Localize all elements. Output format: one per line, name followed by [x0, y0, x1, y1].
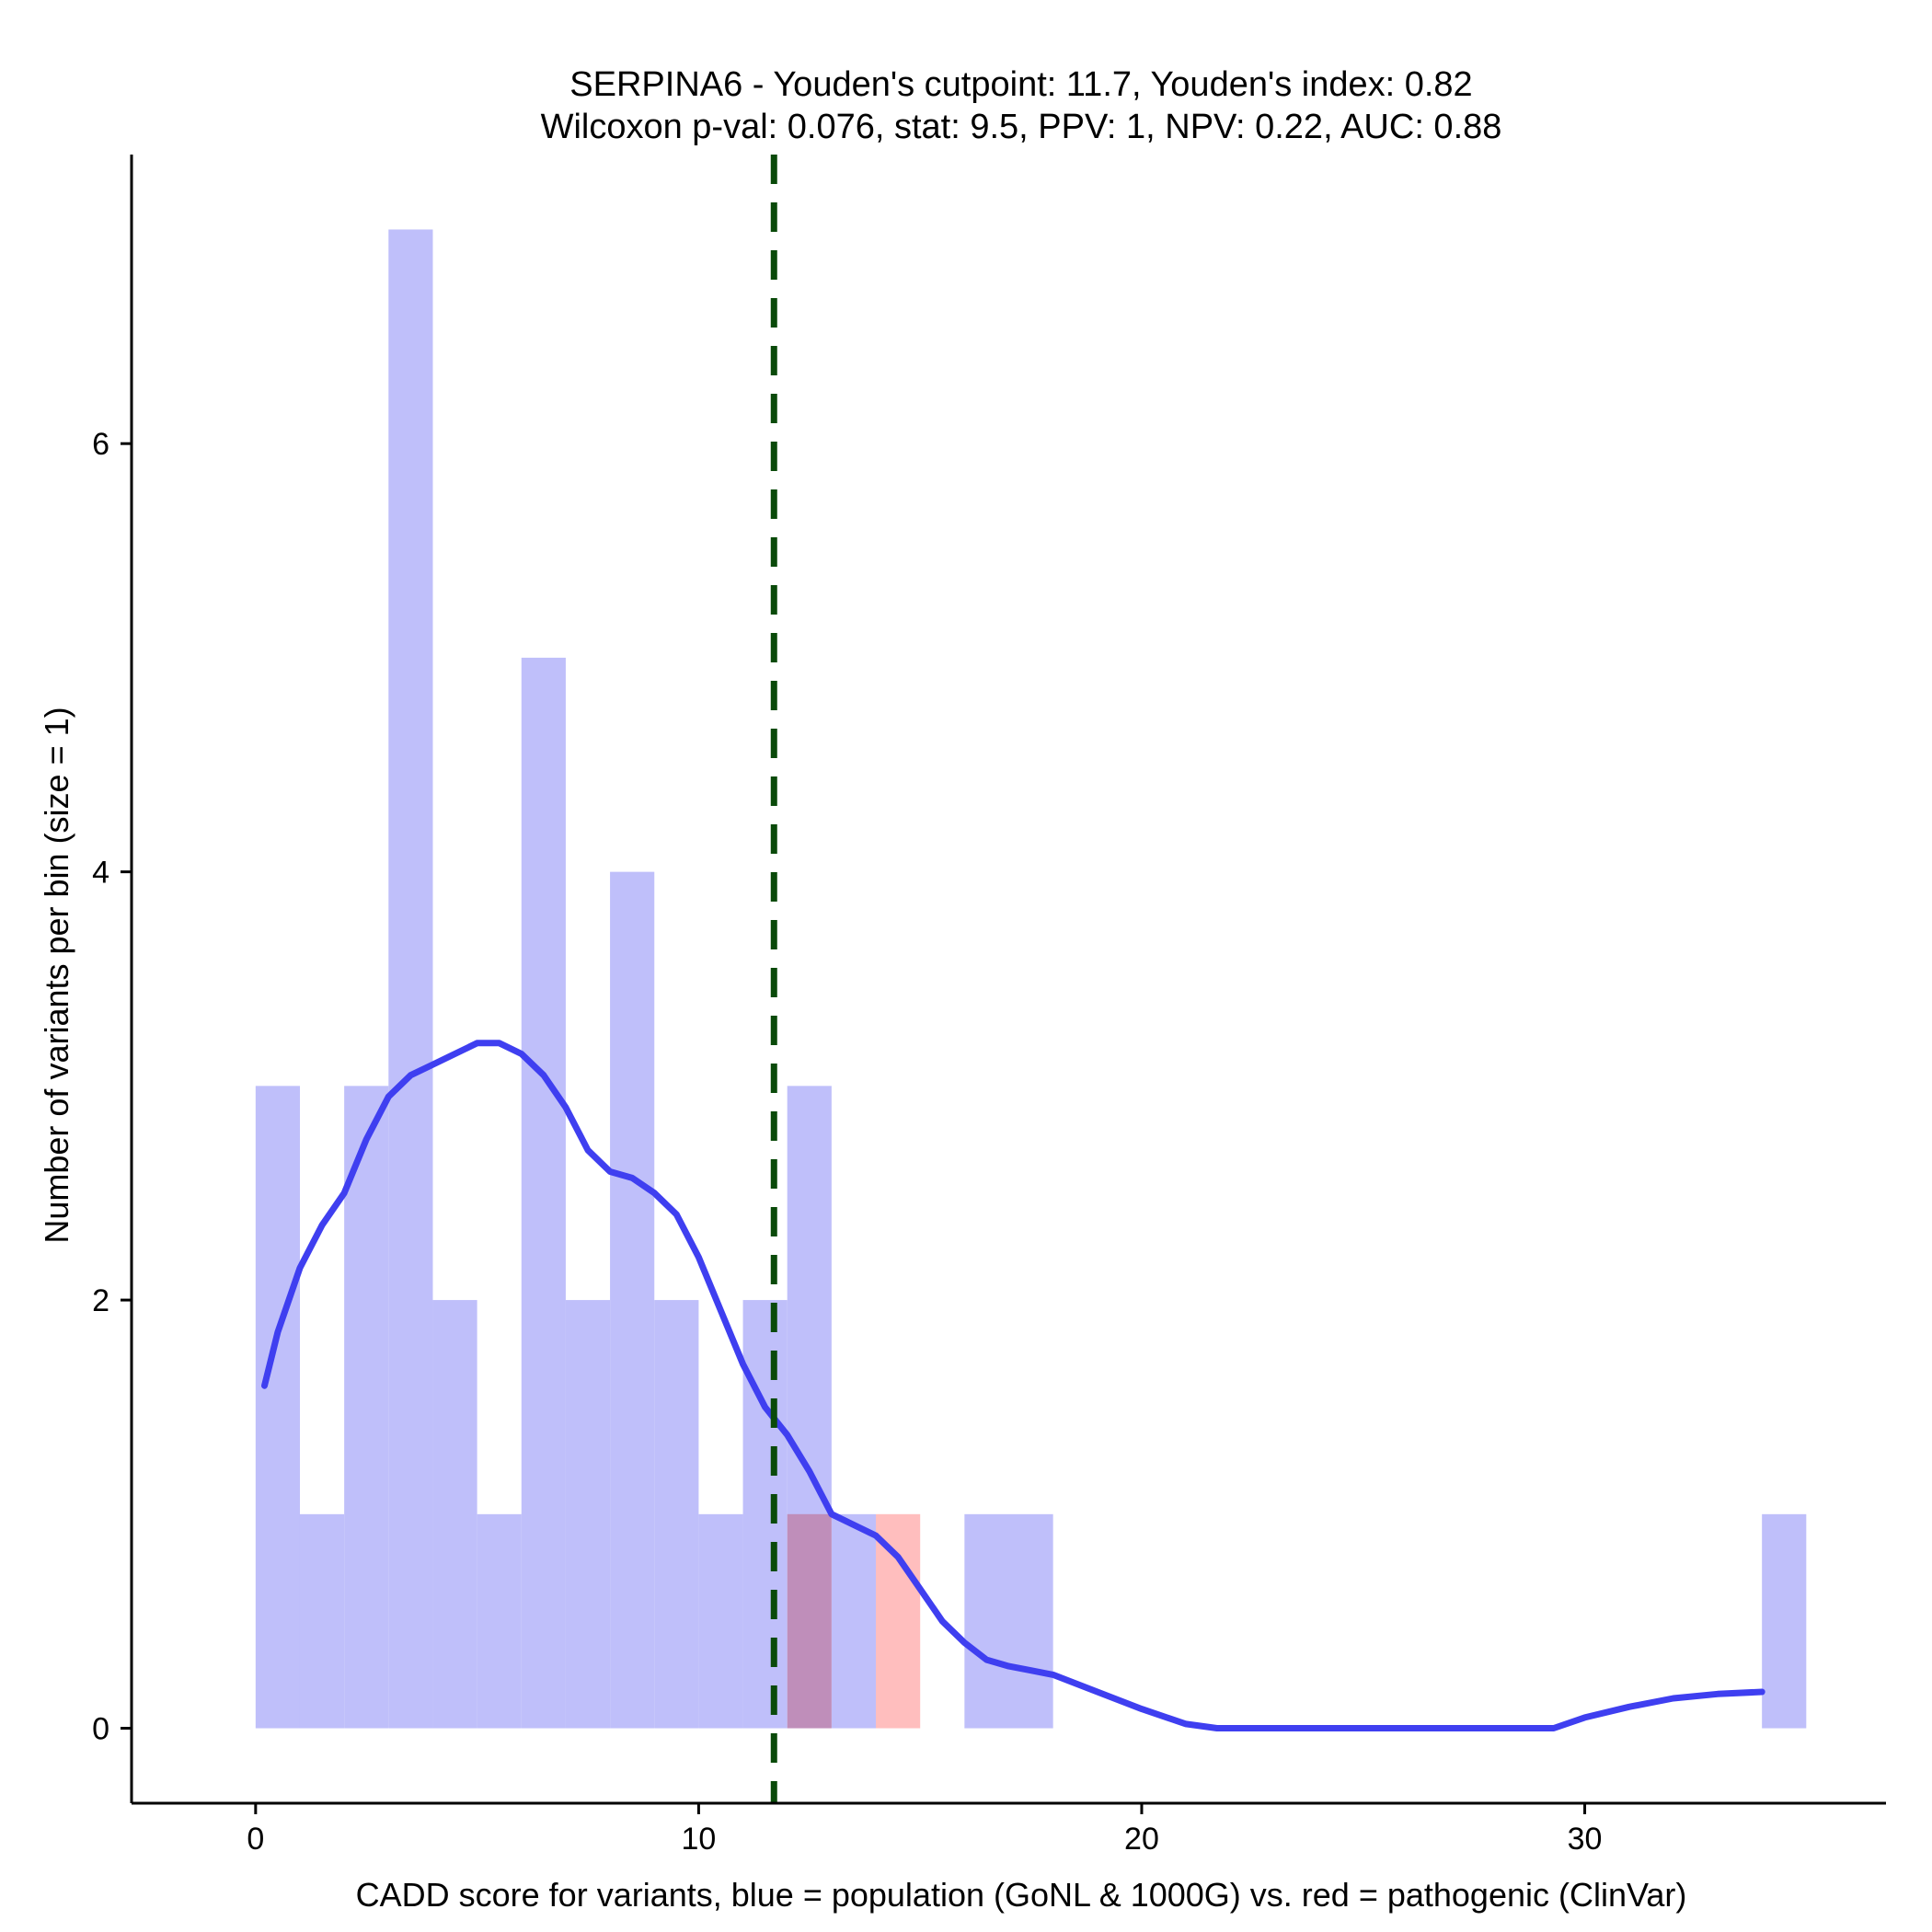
population-bar — [964, 1513, 1009, 1729]
pathogenic-bar — [876, 1513, 921, 1729]
population-bar — [344, 1086, 389, 1729]
x-axis-label: CADD score for variants, blue = populati… — [356, 1876, 1687, 1914]
y-tick-label: 6 — [92, 427, 109, 462]
y-ticks: 0 2 4 6 — [92, 427, 132, 1747]
population-bar — [1762, 1513, 1807, 1729]
population-bar — [831, 1513, 877, 1729]
population-bar — [432, 1300, 477, 1729]
population-bar — [565, 1300, 611, 1729]
population-bar — [698, 1513, 743, 1729]
population-bar — [255, 1086, 300, 1729]
x-tick-label: 10 — [681, 1822, 716, 1857]
population-bar — [477, 1513, 522, 1729]
x-tick-label: 0 — [247, 1822, 264, 1857]
y-tick-label: 4 — [92, 856, 109, 891]
population-bar — [299, 1513, 345, 1729]
population-bar — [742, 1300, 788, 1729]
pathogenic-bar — [787, 1513, 832, 1729]
population-bar — [1008, 1513, 1053, 1729]
x-tick-label: 30 — [1568, 1822, 1603, 1857]
population-bar — [388, 229, 433, 1729]
y-tick-label: 2 — [92, 1283, 109, 1318]
population-bar — [610, 871, 655, 1729]
x-ticks: 0 10 20 30 — [247, 1803, 1602, 1857]
population-bar — [654, 1300, 699, 1729]
density-curve — [261, 1040, 1765, 1731]
y-tick-label: 0 — [92, 1712, 109, 1747]
chart-title-line2: Wilcoxon p-val: 0.076, stat: 9.5, PPV: 1… — [541, 108, 1502, 146]
chart-title-line1: SERPINA6 - Youden's cutpoint: 11.7, Youd… — [569, 65, 1472, 104]
population-bar — [521, 657, 566, 1729]
population-bars — [255, 229, 1807, 1729]
x-tick-label: 20 — [1124, 1822, 1159, 1857]
y-axis-label: Number of variants per bin (size = 1) — [38, 707, 75, 1243]
pathogenic-bars — [787, 1513, 921, 1729]
